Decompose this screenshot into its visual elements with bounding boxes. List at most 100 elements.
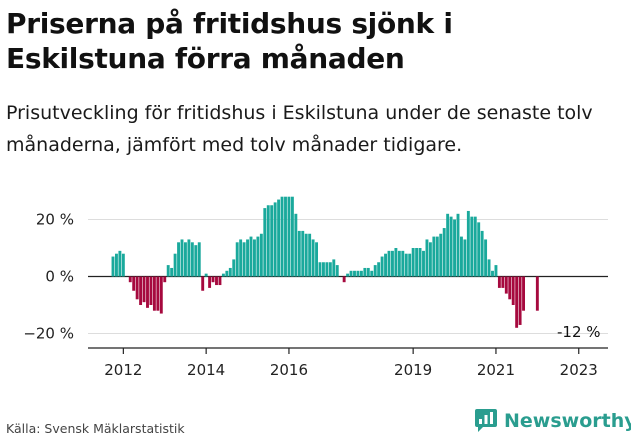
bar [328,262,332,277]
source-note: Källa: Svensk Mäklarstatistik [6,421,185,436]
bar [359,270,363,277]
bar [270,205,274,277]
bar [249,236,253,277]
bar [259,233,263,277]
bar [180,239,184,277]
bar [428,242,432,277]
bar [218,276,222,286]
bar [494,265,498,277]
y-tick-label: 0 % [45,268,74,286]
bar [473,216,477,277]
bar [480,230,484,277]
bar [346,273,350,277]
bar [246,239,249,277]
bar [301,230,305,277]
bar [256,236,260,277]
bar [263,208,267,277]
bar [497,276,501,288]
chart-subtitle: Prisutveckling för fritidshus i Eskilstu… [6,102,593,156]
bar [166,265,170,277]
y-tick-label: 20 % [36,211,74,229]
bar [332,259,336,277]
bar [470,216,474,277]
bar [211,276,215,283]
x-tick-label: 2021 [477,361,515,379]
bar [449,216,453,277]
bar [363,267,367,277]
bar [391,250,394,277]
last-value-annotation: -12 % [557,323,601,341]
bar [501,276,505,288]
bar [397,250,401,277]
bar [366,267,370,277]
bars [111,196,539,328]
bar [456,213,460,277]
bar [194,245,198,277]
x-tick-label: 2014 [187,361,225,379]
bar [311,239,315,277]
bar [380,256,384,277]
bar [535,276,539,311]
y-tick-labels: 20 % 0 % −20 % [23,211,74,343]
bar [487,259,491,277]
bar [132,276,136,291]
bar [460,236,463,277]
bar [173,253,177,277]
bar [215,276,218,286]
bar [156,276,160,311]
bar [266,205,270,277]
bar [197,242,201,277]
bar [225,270,229,277]
bar [318,262,322,277]
bar [342,276,346,283]
bar [294,213,298,277]
bar [128,276,132,283]
bar [111,256,115,277]
bar [163,276,167,283]
bar [370,270,374,277]
bar [315,242,318,277]
bar [184,242,187,277]
bar [139,276,143,305]
chart-title: Priserna på fritidshus sjönk i Eskilstun… [6,7,453,75]
newsworthy-logo[interactable]: Newsworthy [474,408,631,434]
bar [273,202,277,277]
bar [190,242,194,277]
bar [373,265,377,277]
x-tick-label: 2012 [104,361,142,379]
bar [115,253,118,277]
bar [235,242,239,277]
bar [415,248,419,277]
bar [322,262,325,277]
bar [425,239,429,277]
bar [384,253,387,277]
bar [242,242,246,277]
bar [228,267,232,277]
bar [466,210,470,277]
x-tick-label: 2019 [394,361,432,379]
bar [504,276,508,294]
bar [463,239,467,277]
bar [432,236,436,277]
bar [290,196,294,277]
bar [149,276,153,305]
bar [508,276,512,300]
bar [422,250,425,277]
bar [284,196,287,277]
bar [418,248,422,277]
bar [353,270,356,277]
bar [187,239,191,277]
bar [435,236,439,277]
bar [518,276,522,325]
y-tick-label: −20 % [23,325,74,343]
bar [142,276,146,303]
bar [325,262,329,277]
bar [208,276,212,288]
bar [297,230,301,277]
bar [387,250,391,277]
brand-name: Newsworthy [504,410,631,432]
bar [232,259,236,277]
bar [201,276,205,291]
bar [408,253,412,277]
